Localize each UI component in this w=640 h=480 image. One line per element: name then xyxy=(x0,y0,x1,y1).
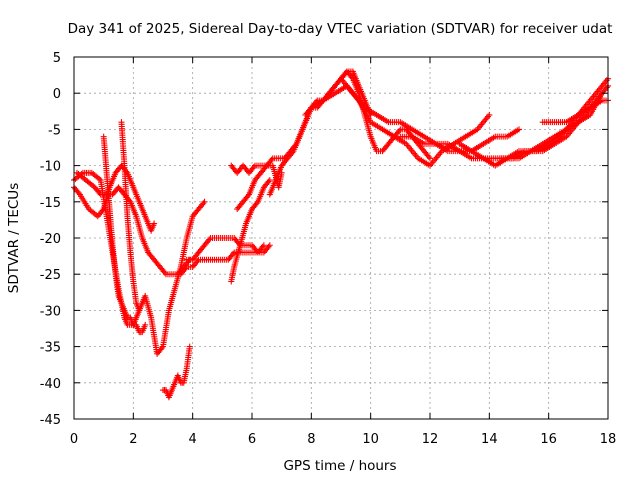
x-tick-label: 12 xyxy=(422,432,439,447)
data-point xyxy=(516,126,522,133)
data-point xyxy=(201,198,208,205)
data-point xyxy=(265,243,272,250)
data-point xyxy=(396,127,403,134)
data-point xyxy=(425,153,432,160)
y-tick-label: -35 xyxy=(40,341,61,356)
data-point xyxy=(158,345,165,352)
x-tick-label: 14 xyxy=(481,432,498,447)
data-point xyxy=(142,321,149,328)
x-tick-label: 18 xyxy=(600,432,617,447)
series-track-6 xyxy=(160,343,193,401)
data-point xyxy=(151,220,158,227)
data-point xyxy=(266,177,273,184)
x-tick-label: 16 xyxy=(540,432,557,447)
series-track-9 xyxy=(228,177,273,285)
y-tick-label: 5 xyxy=(53,51,61,66)
y-tick-label: -15 xyxy=(40,196,61,211)
data-point xyxy=(136,307,143,314)
data-point xyxy=(259,243,266,250)
data-point xyxy=(99,207,106,214)
x-tick-label: 6 xyxy=(248,432,256,447)
data-point xyxy=(265,178,272,185)
data-point xyxy=(186,343,193,350)
series-track-4 xyxy=(100,133,149,336)
x-tick-label: 4 xyxy=(189,432,197,447)
x-tick-label: 0 xyxy=(70,432,78,447)
chart-title: Day 341 of 2025, Sidereal Day-to-day VTE… xyxy=(68,21,613,37)
data-point xyxy=(126,197,133,204)
data-point xyxy=(348,74,355,81)
y-tick-label: -30 xyxy=(40,304,61,319)
data-point xyxy=(260,242,267,249)
y-tick-label: -20 xyxy=(40,232,61,247)
y-axis-ticks: 5 0 -5 -10 -15 -20 -25 -30 -35 -40 -45 xyxy=(40,51,608,428)
data-point xyxy=(161,269,168,276)
series-track-8 xyxy=(177,242,267,278)
series-track-19 xyxy=(539,97,611,126)
x-tick-label: 2 xyxy=(129,432,137,447)
y-tick-label: 0 xyxy=(53,87,61,102)
series-track-18 xyxy=(498,75,611,162)
data-point xyxy=(182,265,189,272)
series-track-10 xyxy=(234,162,285,213)
x-axis-ticks: 0 2 4 6 8 10 12 14 16 18 xyxy=(70,57,616,447)
data-point xyxy=(206,236,213,243)
data-point xyxy=(289,149,296,156)
x-tick-label: 8 xyxy=(307,432,315,447)
data-point xyxy=(486,111,493,118)
data-marks xyxy=(71,68,611,401)
data-point xyxy=(244,193,251,200)
data-point xyxy=(268,156,275,163)
y-tick-label: -10 xyxy=(40,160,61,175)
series-track-5 xyxy=(118,119,143,314)
y-tick-label: -5 xyxy=(48,123,61,138)
y-axis-label: SDTVAR / TECUs xyxy=(6,183,22,293)
y-tick-label: -45 xyxy=(40,413,61,428)
y-tick-label: -40 xyxy=(40,377,61,392)
data-point xyxy=(96,190,103,197)
data-point xyxy=(253,200,260,207)
y-tick-label: -25 xyxy=(40,268,61,283)
data-point xyxy=(230,250,237,257)
data-point xyxy=(603,84,610,91)
grid-lines xyxy=(74,57,608,419)
x-tick-label: 10 xyxy=(362,432,379,447)
x-axis-label: GPS time / hours xyxy=(283,458,396,474)
data-point xyxy=(427,155,433,162)
data-point xyxy=(75,190,82,197)
data-point xyxy=(266,242,273,249)
data-point xyxy=(250,164,257,171)
data-point xyxy=(200,200,207,207)
data-point xyxy=(194,258,201,265)
